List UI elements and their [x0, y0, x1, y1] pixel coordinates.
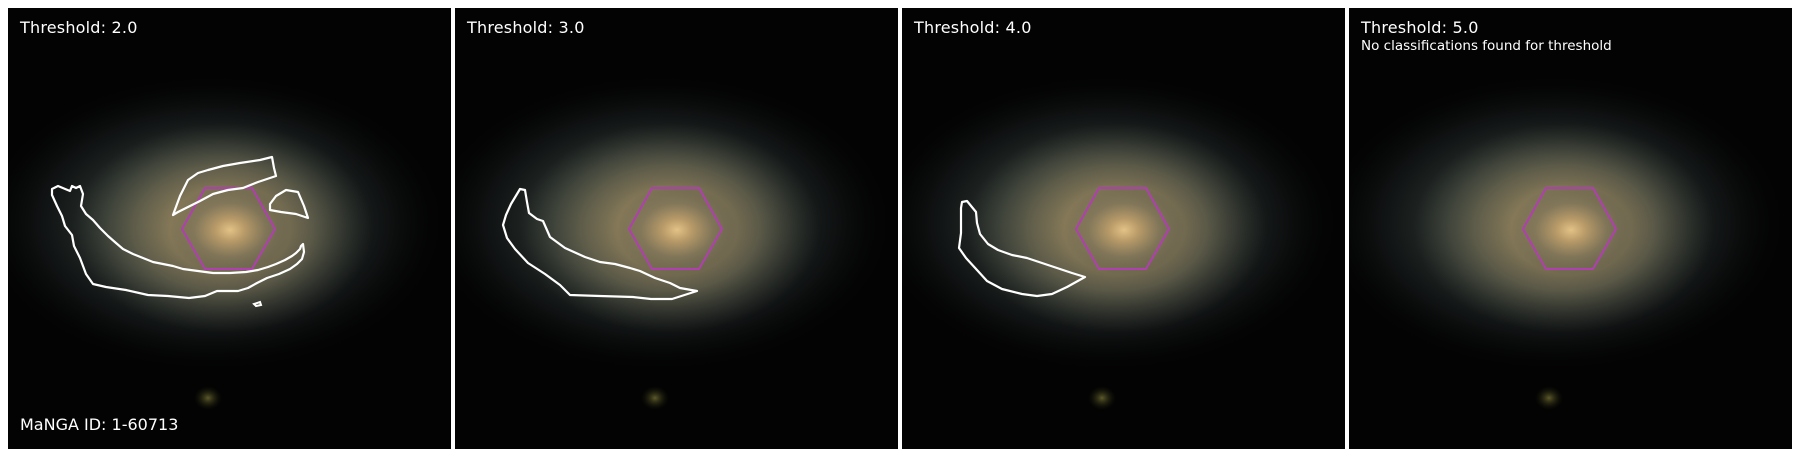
panel-title: Threshold: 4.0 — [914, 18, 1032, 37]
galaxy-panel-4: Threshold: 5.0 No classifications found … — [1349, 8, 1792, 449]
galaxy-bulge — [1511, 185, 1631, 275]
faint-star — [641, 386, 669, 410]
ifu-hexagon — [1074, 187, 1171, 270]
galaxy-panel-1: Threshold: 2.0 MaNGA ID: 1-60713 — [8, 8, 451, 449]
faint-star — [194, 386, 222, 410]
galaxy-panel-2: Threshold: 3.0 — [455, 8, 898, 449]
galaxy-bulge — [1064, 185, 1184, 275]
galaxy-bulge — [617, 185, 737, 275]
contour-spiral-arm — [957, 199, 1087, 298]
faint-star — [1088, 386, 1116, 410]
contour-right-blob — [268, 188, 310, 220]
galaxy-image-1 — [8, 8, 451, 449]
contour-spiral-arm — [501, 187, 699, 301]
galaxy-image-3 — [902, 8, 1345, 449]
panel-note: No classifications found for threshold — [1361, 38, 1612, 54]
galaxy-image-4 — [1349, 8, 1792, 449]
manga-id-label: MaNGA ID: 1-60713 — [20, 415, 179, 434]
panel-title: Threshold: 2.0 — [20, 18, 138, 37]
panel-title: Threshold: 5.0 — [1361, 18, 1479, 37]
contour-small-fragment — [252, 300, 263, 308]
ifu-hexagon — [180, 187, 277, 270]
ifu-hexagon — [1521, 187, 1618, 270]
galaxy-image-2 — [455, 8, 898, 449]
contour-spiral-arm — [50, 184, 306, 300]
galaxy-bulge — [170, 185, 290, 275]
ifu-hexagon — [627, 187, 724, 270]
faint-star — [1535, 386, 1563, 410]
contour-upper-arc — [171, 155, 278, 217]
galaxy-panel-3: Threshold: 4.0 — [902, 8, 1345, 449]
panel-title: Threshold: 3.0 — [467, 18, 585, 37]
